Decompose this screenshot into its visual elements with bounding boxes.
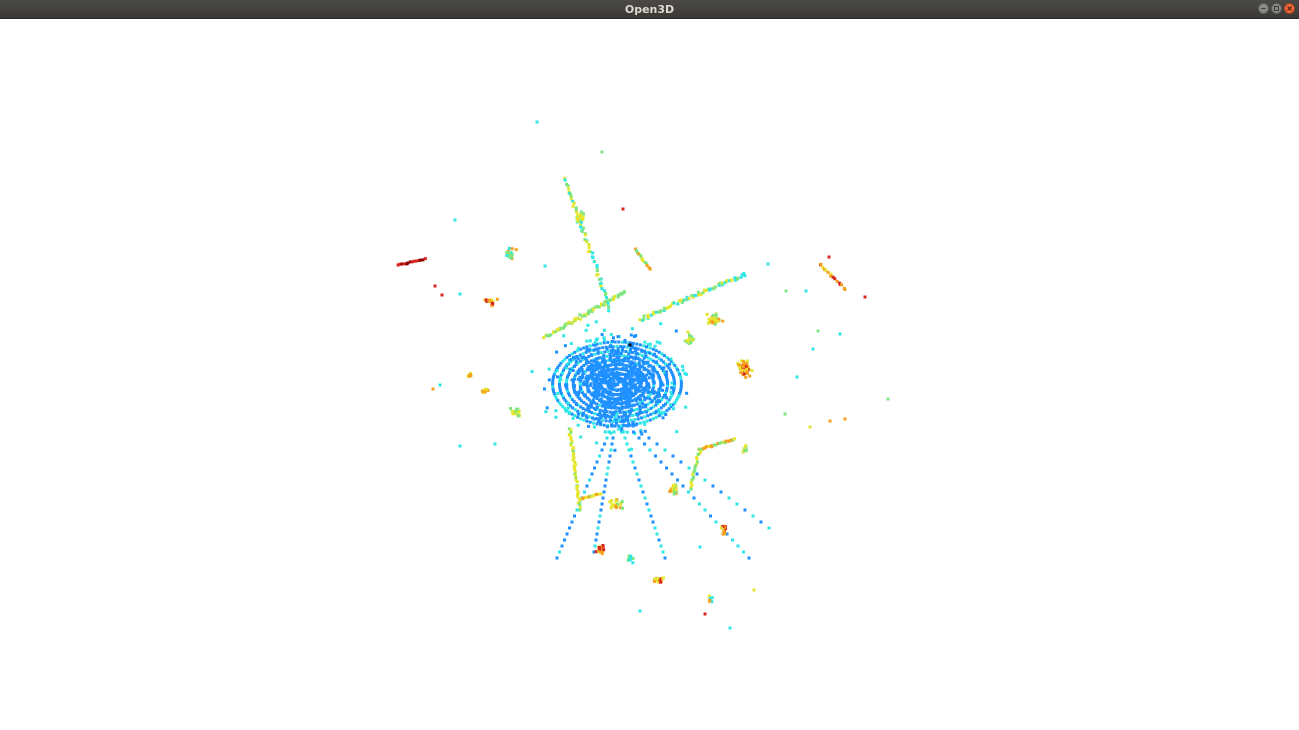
minimize-button[interactable] (1258, 3, 1269, 14)
close-button[interactable] (1284, 3, 1295, 14)
title-bar[interactable]: Open3D (0, 0, 1299, 19)
window-title: Open3D (624, 3, 675, 16)
minimize-icon (1261, 8, 1266, 9)
point-cloud-viewport[interactable] (0, 19, 1299, 730)
close-icon (1287, 6, 1292, 11)
maximize-icon (1274, 6, 1279, 11)
maximize-button[interactable] (1271, 3, 1282, 14)
point-cloud-canvas[interactable] (0, 19, 1299, 730)
